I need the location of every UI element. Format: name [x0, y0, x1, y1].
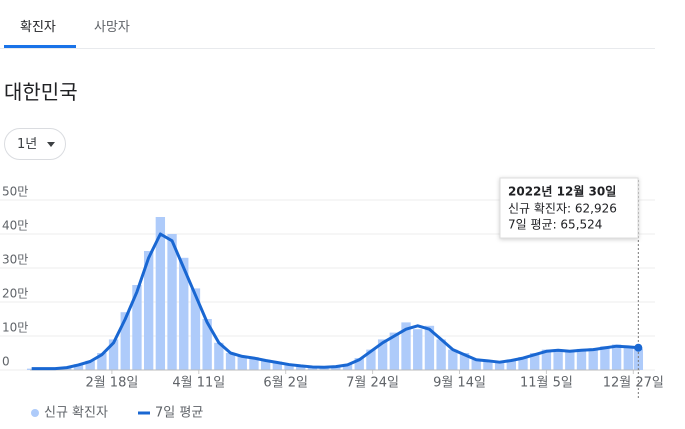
bar	[413, 329, 423, 370]
bar	[389, 332, 400, 370]
x-tick-label: 7월 24일	[346, 376, 399, 391]
bar	[202, 319, 212, 370]
bar	[85, 360, 95, 370]
bar	[97, 353, 107, 370]
range-dropdown[interactable]: 1년	[4, 128, 66, 160]
bar	[436, 339, 446, 370]
bar	[401, 322, 411, 370]
y-tick-label: 20만	[2, 287, 28, 301]
bar	[272, 361, 283, 370]
bar	[354, 358, 364, 370]
bar	[588, 348, 598, 370]
bar	[179, 257, 189, 370]
bar	[611, 344, 622, 370]
bar	[260, 359, 271, 370]
hover-dot	[634, 343, 643, 352]
bar	[73, 364, 84, 370]
x-tick-label: 6월 2일	[263, 376, 308, 391]
bar	[366, 349, 376, 370]
bar	[506, 359, 516, 370]
tooltip-line: 7일 평균: 65,524	[508, 218, 602, 232]
bar	[633, 348, 644, 370]
separator	[0, 48, 655, 49]
bar	[132, 285, 142, 370]
bar	[214, 342, 224, 370]
bar	[565, 350, 575, 370]
bar	[530, 353, 540, 370]
range-label: 1년	[17, 137, 38, 152]
bar	[377, 339, 388, 370]
bar	[155, 217, 166, 370]
y-tick-label: 0	[2, 355, 10, 369]
bar	[108, 339, 119, 370]
bar	[225, 353, 236, 370]
bar	[494, 361, 505, 370]
bar	[541, 349, 552, 370]
bar	[448, 349, 458, 370]
tab[interactable]: 사망자	[94, 20, 130, 35]
bar	[167, 234, 177, 370]
bar	[284, 364, 294, 370]
x-tick-label: 11월 5일	[520, 376, 573, 391]
x-tick-label: 12월 27일	[603, 376, 664, 391]
legend-swatch	[31, 409, 39, 417]
tooltip	[499, 177, 639, 239]
y-tick-label: 50만	[2, 185, 28, 199]
x-tick-label: 9월 14일	[433, 376, 486, 391]
bar	[623, 346, 633, 370]
bar	[483, 360, 493, 370]
bar	[471, 359, 481, 370]
y-tick-label: 30만	[2, 253, 28, 267]
bar	[249, 357, 259, 370]
y-tick-label: 40만	[2, 219, 28, 233]
bar	[296, 365, 306, 370]
legend-label: 신규 확진자	[44, 406, 108, 421]
average-line	[31, 232, 639, 371]
bar	[424, 325, 435, 370]
bar	[518, 357, 528, 370]
bar	[190, 288, 201, 370]
tooltip-line: 신규 확진자: 62,926	[508, 202, 617, 216]
y-tick-label: 10만	[2, 321, 28, 335]
legend-label: 7일 평균	[155, 406, 203, 421]
bar	[237, 356, 247, 370]
tab-indicator	[4, 45, 76, 48]
x-tick-label: 2월 18일	[85, 376, 138, 391]
bar	[143, 251, 154, 370]
region-title: 대한민국	[4, 80, 78, 104]
x-tick-label: 4월 11일	[172, 376, 225, 391]
bar	[120, 312, 130, 370]
bar	[459, 353, 470, 370]
bar	[553, 349, 563, 370]
tab[interactable]: 확진자	[20, 20, 56, 35]
bar	[342, 363, 353, 370]
tooltip-date: 2022년 12월 30일	[508, 184, 616, 199]
bar	[576, 348, 587, 370]
bar	[600, 346, 610, 370]
